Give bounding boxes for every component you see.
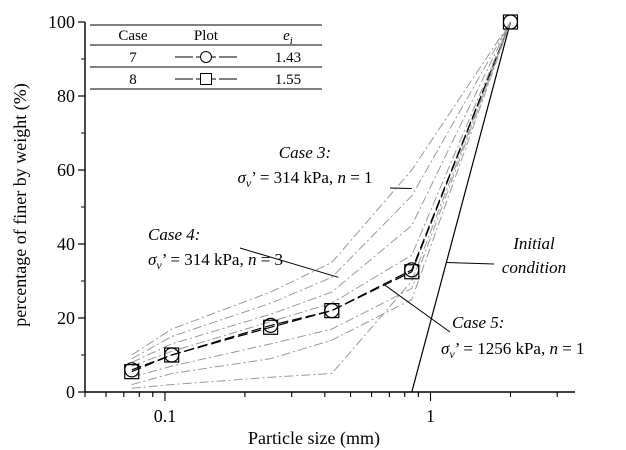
annotation-case5-title: Case 5: <box>452 313 504 332</box>
legend-header-case: Case <box>118 28 148 44</box>
tick-layer: 0 20 40 60 80 100 0.1 1 <box>48 12 558 426</box>
annotation-case3-body: σv’ = 314 kPa, n = 1 <box>237 168 372 190</box>
annotation-case4: Case 4: σv’ = 314 kPa, n = 3 <box>148 225 339 278</box>
square-marker-s2-4 <box>324 303 340 319</box>
series-line-10 <box>131 21 511 356</box>
legend-row1-e: 1.43 <box>275 50 301 66</box>
circle-marker-icon <box>200 51 212 63</box>
annotation-case5: Case 5: σv’ = 1256 kPa, n = 1 <box>384 284 585 361</box>
square-marker-s2-5 <box>404 264 420 280</box>
square-marker-s2-3 <box>263 319 279 335</box>
annotation-case4-leader <box>239 247 339 278</box>
series-line-4 <box>131 21 511 389</box>
annotation-case3-leader <box>389 187 412 189</box>
x-axis-title: Particle size (mm) <box>248 428 380 449</box>
legend-row2-symbol <box>175 73 237 85</box>
y-tick-label-100: 100 <box>48 12 75 32</box>
square-marker-s2-2 <box>164 347 180 363</box>
y-tick-label-20: 20 <box>57 308 75 328</box>
square-marker-icon <box>200 73 212 85</box>
annotation-initial-leader <box>446 262 495 265</box>
annotation-case5-leader <box>384 284 451 333</box>
annotation-initial-line1: Initial <box>512 234 555 253</box>
marker-layer <box>124 14 519 380</box>
x-tick-label-0.1: 0.1 <box>154 406 177 426</box>
legend-row2-case: 8 <box>129 72 137 88</box>
legend-row2-e: 1.55 <box>275 72 301 88</box>
y-tick-label-80: 80 <box>57 86 75 106</box>
series-line-6 <box>131 21 511 378</box>
legend-row1-case: 7 <box>129 50 137 66</box>
y-tick-label-0: 0 <box>66 382 75 402</box>
y-tick-label-40: 40 <box>57 234 75 254</box>
annotation-case4-body: σv’ = 314 kPa, n = 3 <box>148 250 283 272</box>
series-layer <box>131 21 512 393</box>
legend: Case Plot ei 7 1.43 8 1.55 <box>90 24 322 90</box>
annotation-case5-body: σv’ = 1256 kPa, n = 1 <box>441 339 585 361</box>
legend-row1-symbol <box>175 51 237 63</box>
axes <box>84 22 575 393</box>
annotation-initial-line2: condition <box>502 258 566 277</box>
series-line-3 <box>411 21 512 393</box>
annotation-case3-title: Case 3: <box>279 143 331 162</box>
legend-header-e: ei <box>283 28 293 47</box>
series-line-9 <box>131 21 511 360</box>
annotation-case3: Case 3: σv’ = 314 kPa, n = 1 <box>237 143 412 190</box>
annotation-initial: Initial condition <box>446 234 566 277</box>
series-line-5 <box>131 21 511 386</box>
series-line-8 <box>131 21 511 363</box>
y-tick-label-60: 60 <box>57 160 75 180</box>
square-marker-s2-6 <box>502 14 519 30</box>
legend-header-plot: Plot <box>194 28 219 44</box>
annotation-case4-title: Case 4: <box>148 225 200 244</box>
x-tick-label-1: 1 <box>426 406 435 426</box>
y-axis-title: percentage of finer by weight (%) <box>10 83 31 326</box>
square-marker-s2-1 <box>124 364 140 380</box>
